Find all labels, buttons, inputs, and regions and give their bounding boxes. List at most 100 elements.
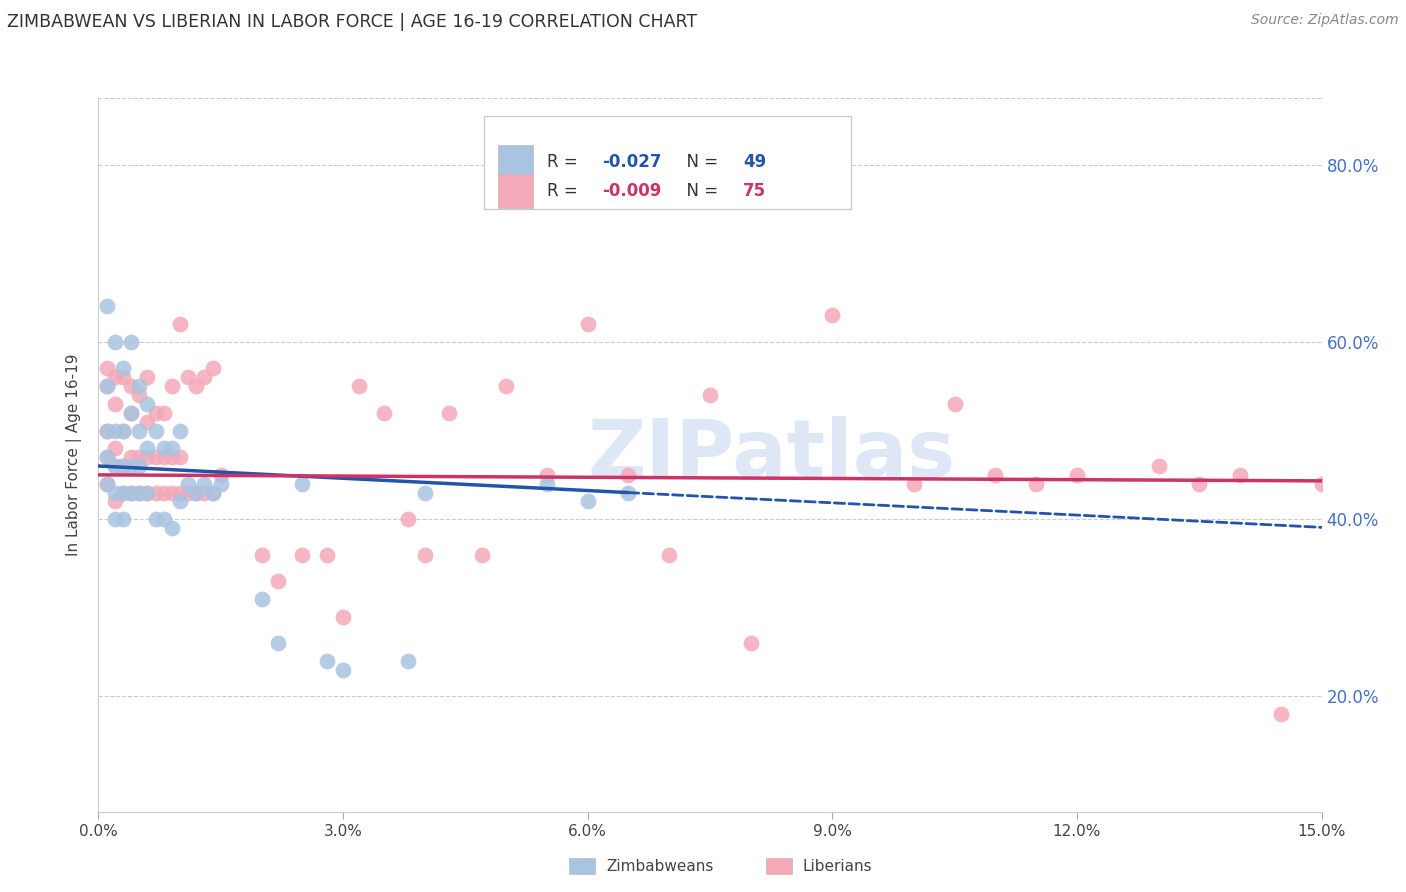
Point (128, 424, 150, 438)
Point (349, 379, 371, 393)
Point (471, 548, 494, 562)
Point (495, 379, 517, 393)
Point (96, 424, 118, 438)
Point (699, 388, 721, 402)
Point (104, 397, 127, 411)
Point (169, 485, 191, 500)
Point (145, 406, 167, 420)
Text: -0.009: -0.009 (602, 182, 662, 200)
Point (177, 485, 200, 500)
Point (1025, 476, 1047, 491)
Point (120, 406, 142, 420)
Text: R =: R = (547, 153, 583, 171)
Text: N =: N = (676, 153, 723, 171)
FancyBboxPatch shape (498, 145, 533, 179)
Point (740, 636, 762, 650)
Point (332, 609, 354, 624)
Point (658, 548, 681, 562)
Point (209, 467, 232, 482)
Point (152, 512, 174, 526)
Point (96, 361, 118, 376)
Point (576, 317, 599, 331)
Text: N =: N = (676, 182, 723, 200)
Point (1147, 458, 1170, 473)
Point (903, 476, 925, 491)
Point (111, 370, 134, 384)
Point (145, 512, 167, 526)
FancyBboxPatch shape (498, 174, 533, 208)
Point (267, 636, 290, 650)
Text: Source: ZipAtlas.com: Source: ZipAtlas.com (1251, 13, 1399, 28)
Point (396, 654, 419, 668)
Point (169, 494, 191, 508)
Point (576, 494, 599, 508)
Point (186, 379, 208, 393)
Point (120, 334, 142, 349)
Point (209, 476, 232, 491)
Point (96, 379, 118, 393)
Point (104, 512, 127, 526)
Y-axis label: In Labor Force | Age 16-19: In Labor Force | Age 16-19 (66, 353, 83, 557)
Point (136, 370, 159, 384)
Point (1270, 707, 1292, 722)
Point (104, 442, 127, 456)
Point (193, 370, 215, 384)
Point (291, 548, 314, 562)
Point (104, 424, 127, 438)
Point (120, 485, 142, 500)
Point (1188, 476, 1211, 491)
Point (136, 485, 159, 500)
Point (169, 424, 191, 438)
Point (136, 485, 159, 500)
Point (1310, 476, 1333, 491)
Point (111, 485, 134, 500)
Point (120, 485, 142, 500)
Point (536, 467, 558, 482)
Text: Liberians: Liberians (803, 859, 873, 873)
Point (96, 450, 118, 464)
Point (437, 406, 460, 420)
Point (413, 485, 436, 500)
Point (96, 300, 118, 314)
Point (160, 485, 183, 500)
Point (201, 485, 224, 500)
Point (1066, 467, 1088, 482)
Point (160, 442, 183, 456)
Point (201, 485, 224, 500)
Point (315, 654, 337, 668)
Point (250, 591, 273, 606)
Point (111, 458, 134, 473)
Point (128, 485, 150, 500)
Point (169, 317, 191, 331)
Point (177, 370, 200, 384)
Point (984, 467, 1007, 482)
Point (943, 397, 966, 411)
Point (291, 476, 314, 491)
Point (128, 379, 150, 393)
Point (315, 548, 337, 562)
Point (177, 476, 200, 491)
Point (136, 450, 159, 464)
Point (136, 415, 159, 429)
Point (536, 476, 558, 491)
Text: 49: 49 (742, 153, 766, 171)
Point (617, 485, 640, 500)
Point (96, 379, 118, 393)
Point (145, 424, 167, 438)
Point (111, 458, 134, 473)
Text: R =: R = (547, 182, 583, 200)
Point (128, 450, 150, 464)
Point (96, 424, 118, 438)
Point (111, 424, 134, 438)
Point (1229, 467, 1251, 482)
Point (152, 450, 174, 464)
Point (136, 397, 159, 411)
Point (120, 406, 142, 420)
Point (136, 442, 159, 456)
Point (104, 334, 127, 349)
Point (160, 521, 183, 535)
Point (111, 361, 134, 376)
Point (160, 450, 183, 464)
Point (120, 450, 142, 464)
Point (332, 663, 354, 677)
